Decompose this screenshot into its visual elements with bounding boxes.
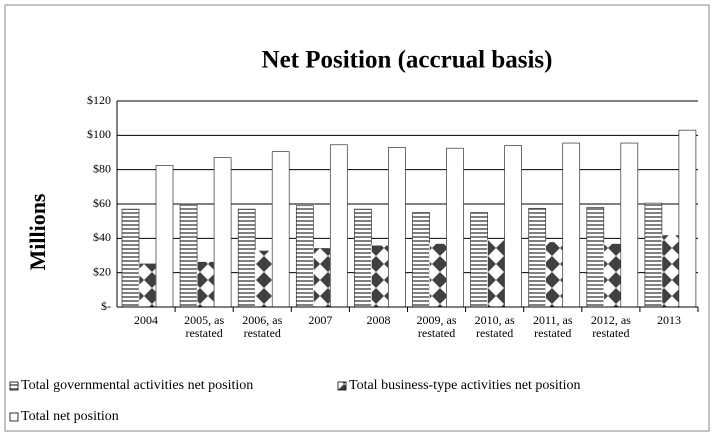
bar: [388, 147, 406, 308]
x-tick-label: 2009, as restated: [416, 313, 457, 340]
y-tick-label: $20: [93, 264, 111, 278]
bar: [237, 208, 256, 308]
x-tick-label: 2013: [656, 313, 681, 327]
x-tick-label: 2010, as restated: [474, 313, 515, 340]
bar: [603, 243, 622, 308]
x-tick-label: 2004: [134, 313, 159, 327]
chart-title: Net Position (accrual basis): [262, 47, 553, 74]
y-axis-label: Millions: [25, 193, 50, 270]
legend-swatch: [337, 381, 347, 391]
bar: [487, 239, 505, 308]
bar: [661, 234, 680, 308]
bar: [586, 207, 605, 308]
y-tick-label: $60: [93, 196, 111, 210]
y-tick-label: $40: [93, 230, 111, 244]
legend-label: Total business-type activities net posit…: [349, 378, 581, 393]
bar: [138, 262, 157, 308]
x-tick-label: 2006, as restated: [242, 313, 283, 340]
bar: [412, 212, 430, 308]
y-tick-label: $120: [87, 93, 111, 107]
legend-label: Total governmental activities net positi…: [21, 378, 253, 393]
y-tick-label: $100: [87, 127, 111, 141]
y-tick-label: $-: [101, 299, 111, 313]
x-tick-label: 2011, as restated: [532, 313, 573, 340]
bar: [545, 241, 564, 308]
bar: [329, 144, 348, 308]
legend-label: Total net position: [21, 409, 119, 424]
bar: [295, 205, 314, 308]
bar: [179, 203, 198, 308]
bar: [504, 145, 522, 308]
bar: [644, 202, 663, 308]
legend-swatch: [9, 381, 19, 391]
bar: [678, 129, 697, 308]
bar: [562, 142, 581, 308]
bar: [155, 165, 174, 308]
bar: [446, 147, 464, 308]
bar: [254, 250, 273, 308]
bar: [429, 243, 447, 308]
bar: [528, 207, 547, 308]
bar: [196, 261, 215, 308]
bar: [470, 212, 488, 308]
x-tick-label: 2005, as restated: [184, 313, 225, 340]
bar: [271, 151, 290, 308]
bar: [121, 208, 140, 308]
bar: [620, 142, 639, 308]
x-tick-label: 2007: [308, 313, 333, 327]
legend-swatch: [9, 412, 19, 422]
x-tick-label: 2008: [366, 313, 391, 327]
bar: [312, 247, 331, 308]
bar: [354, 208, 372, 308]
y-tick-label: $80: [93, 161, 111, 175]
bar: [213, 157, 232, 308]
x-tick-label: 2012, as restated: [590, 313, 631, 340]
bar: [371, 244, 389, 308]
